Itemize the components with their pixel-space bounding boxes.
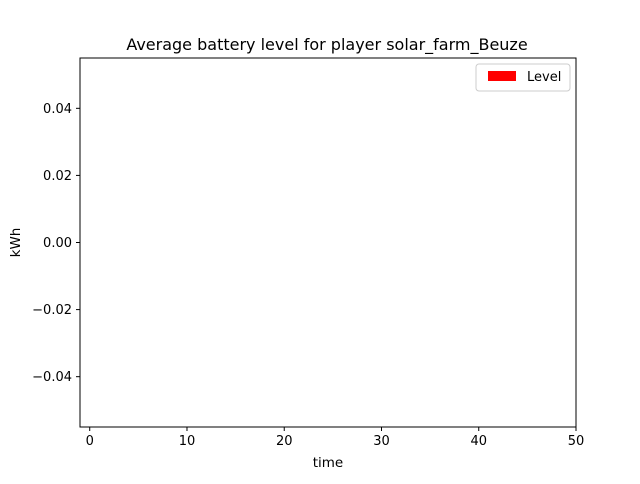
- y-axis-label: kWh: [8, 228, 24, 258]
- x-tick-label: 50: [568, 434, 585, 449]
- plot-area: [79, 57, 577, 428]
- legend-label-level: Level: [527, 70, 561, 85]
- y-axis-ticks: 0.04 0.02 0.00 −0.02 −0.04: [32, 102, 80, 385]
- x-tick-label: 20: [276, 434, 293, 449]
- y-tick-label: −0.02: [32, 303, 72, 318]
- x-axis-label: time: [313, 455, 344, 471]
- x-tick-label: 10: [179, 434, 196, 449]
- x-tick-label: 0: [86, 434, 94, 449]
- axes: [79, 57, 577, 428]
- legend-swatch-level: [488, 71, 516, 81]
- y-tick-label: 0.00: [43, 236, 72, 251]
- legend: Level: [475, 63, 571, 92]
- x-tick-label: 40: [470, 434, 487, 449]
- y-tick-label: −0.04: [32, 370, 72, 385]
- x-tick-label: 30: [373, 434, 390, 449]
- legend-box: [475, 63, 571, 92]
- x-axis-ticks: 0 10 20 30 40 50: [86, 427, 585, 449]
- y-tick-label: 0.02: [43, 169, 72, 184]
- y-tick-label: 0.04: [43, 102, 72, 117]
- chart-title: Average battery level for player solar_f…: [126, 35, 527, 55]
